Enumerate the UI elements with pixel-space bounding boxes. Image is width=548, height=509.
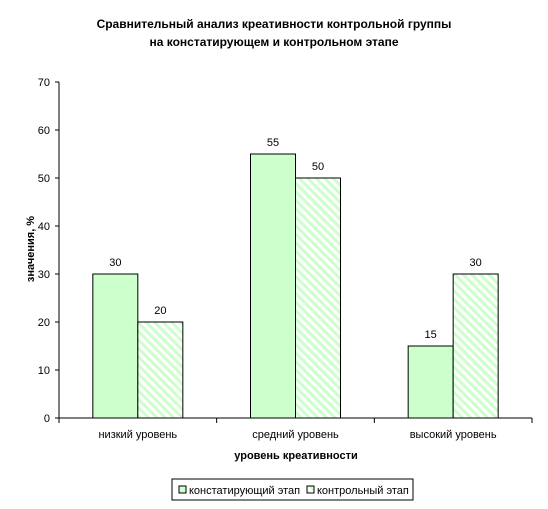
x-tick-label: высокий уровень <box>410 429 497 441</box>
bar <box>250 153 296 419</box>
y-tick-label: 40 <box>38 221 50 233</box>
bar <box>452 273 499 419</box>
chart-title-line-1: Сравнительный анализ креативности контро… <box>97 17 452 31</box>
y-tick-label: 0 <box>44 413 50 425</box>
bar-value-label: 30 <box>109 257 121 269</box>
plot-area: 0 10 20 30 40 50 60 70 30 20 низкий уровень 55 50 сре… <box>38 77 533 441</box>
y-tick-label: 30 <box>38 269 50 281</box>
legend: констатирующий этап контрольный этап <box>171 478 414 501</box>
bar-value-label: 15 <box>425 329 437 341</box>
bar-value-label: 50 <box>312 161 324 173</box>
legend-swatch-control <box>306 485 315 494</box>
x-tick-label: низкий уровень <box>98 429 177 441</box>
bar <box>295 177 341 419</box>
x-tick-label: средний уровень <box>252 429 339 441</box>
bar <box>407 345 454 419</box>
legend-label-constating: констатирующий этап <box>189 485 300 497</box>
legend-box <box>171 478 414 501</box>
y-axis-title: значения, % <box>25 216 37 282</box>
bar <box>137 321 184 419</box>
y-tick-label: 10 <box>38 365 50 377</box>
y-tick-label: 50 <box>38 173 50 185</box>
y-tick-label: 20 <box>38 317 50 329</box>
legend-label-control: контрольный этап <box>317 485 409 497</box>
x-axis-title: уровень креативности <box>234 450 357 462</box>
bar <box>92 273 139 419</box>
bar-value-label: 30 <box>470 257 482 269</box>
bar-value-label: 20 <box>154 305 166 317</box>
legend-swatch-constating <box>178 485 187 494</box>
y-tick-label: 60 <box>38 125 50 137</box>
y-tick-label: 70 <box>38 77 50 89</box>
bar-value-label: 55 <box>267 137 279 149</box>
chart-title-line-2: на констатирующем и контрольном этапе <box>149 35 398 49</box>
